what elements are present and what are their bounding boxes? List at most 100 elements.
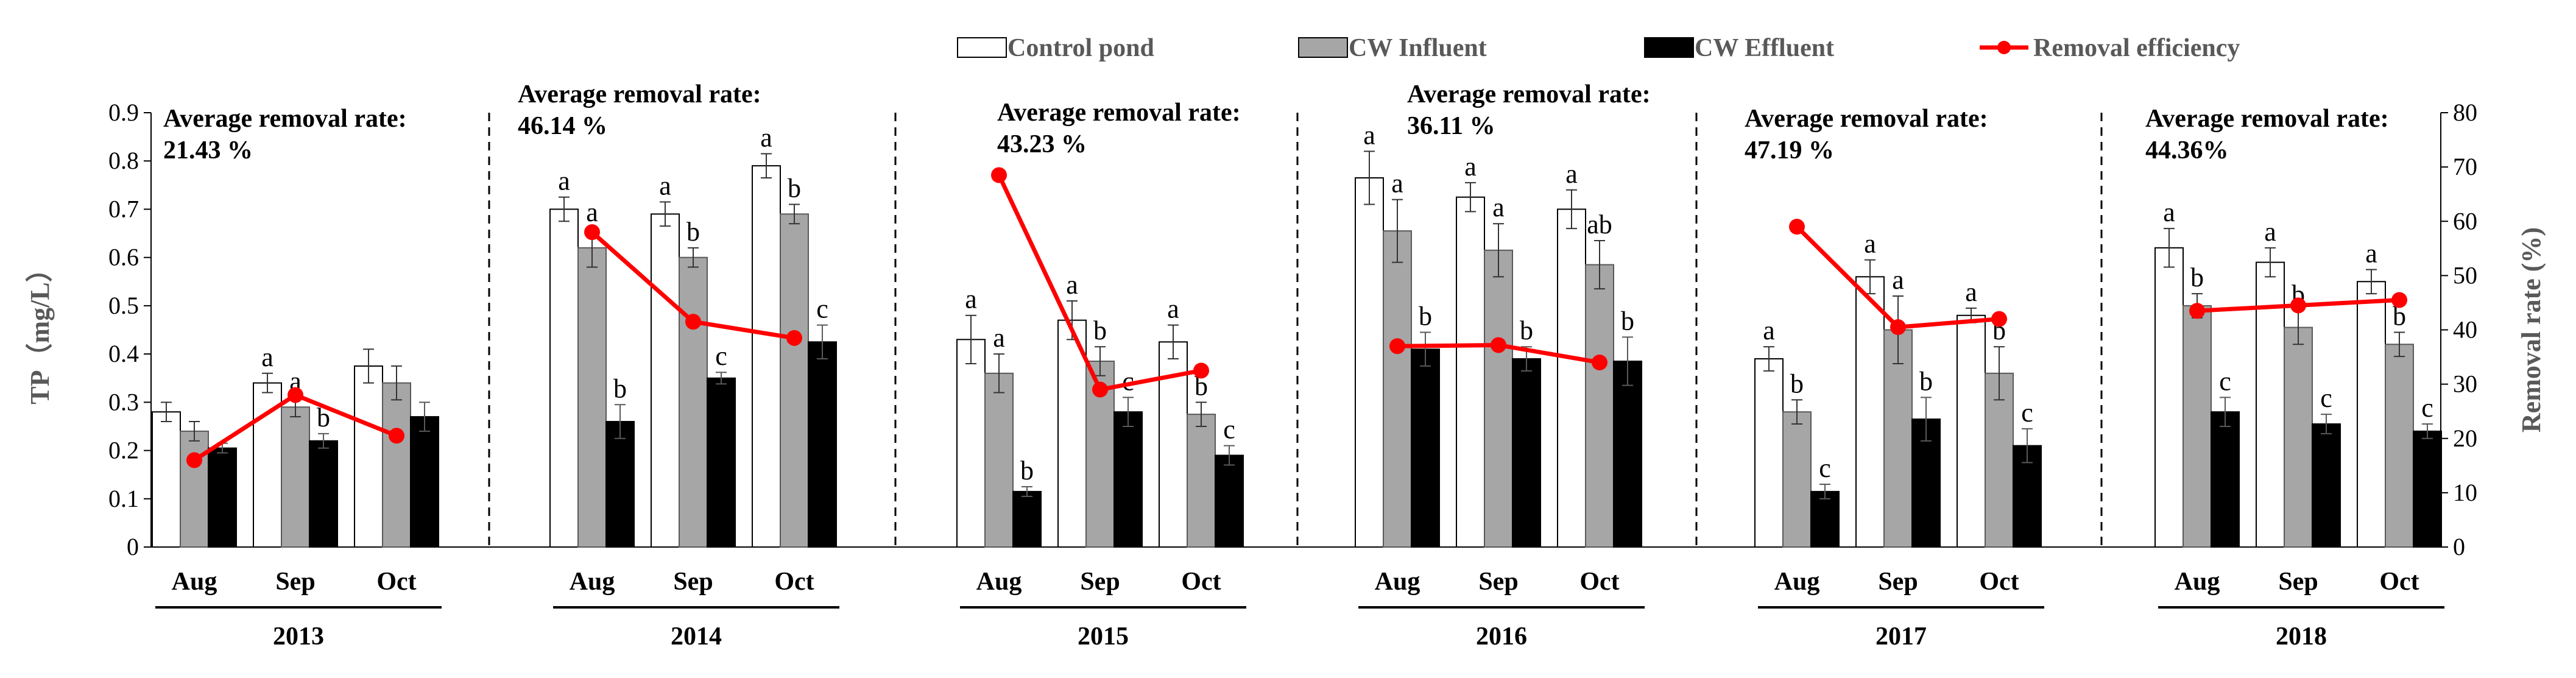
removal-point (1193, 362, 1209, 379)
significance-letter: b (317, 403, 330, 433)
bar-effluent (808, 341, 837, 548)
significance-letter: a (2264, 217, 2276, 247)
year-label: 2017 (1876, 623, 1927, 651)
month-label: Aug (2175, 568, 2220, 596)
bar-influent (577, 247, 607, 548)
bar-effluent (309, 440, 338, 548)
month-label: Sep (1080, 568, 1120, 596)
avg-removal-value: 36.11 % (1407, 112, 1495, 140)
significance-letter: b (2393, 301, 2406, 331)
month-label: Aug (172, 568, 217, 596)
removal-point (685, 314, 701, 330)
bar-influent (2183, 305, 2212, 548)
bar-influent (180, 430, 209, 548)
significance-letter: a (1391, 169, 1403, 199)
bar-influent (2284, 327, 2313, 548)
significance-letter: b (686, 217, 700, 247)
removal-point (288, 387, 303, 403)
bar-control (2256, 261, 2285, 548)
month-label: Aug (1375, 568, 1420, 596)
significance-letter: a (1864, 229, 1876, 259)
bar-effluent (208, 447, 237, 548)
month-label: Oct (1181, 568, 1221, 596)
significance-letter: b (2190, 263, 2204, 292)
significance-letter: b (1790, 369, 1804, 398)
bar-effluent (2413, 430, 2442, 548)
significance-letter: c (1223, 415, 1235, 445)
bar-influent (1484, 249, 1513, 548)
bar-control (1557, 208, 1586, 548)
y2-tick-label: 20 (2453, 425, 2477, 452)
significance-letter: a (965, 284, 977, 314)
avg-removal-label: Average removal rate: (1407, 80, 1651, 108)
significance-letter: a (760, 122, 772, 152)
month-label: Oct (2379, 568, 2419, 596)
significance-letter: a (993, 323, 1005, 353)
significance-letter: b (1520, 316, 1533, 345)
bar-influent (984, 372, 1014, 548)
avg-removal-value: 46.14 % (518, 112, 607, 140)
bar-effluent (1113, 411, 1143, 548)
significance-letter: a (261, 342, 273, 372)
avg-removal-label: Average removal rate: (2145, 105, 2389, 133)
avg-removal-value: 44.36% (2145, 136, 2229, 164)
month-label: Aug (1774, 568, 1820, 596)
avg-removal-value: 21.43 % (163, 136, 253, 164)
bar-control (152, 411, 181, 548)
month-label: Oct (376, 568, 416, 596)
bar-control (1355, 177, 1384, 548)
y2-tick-label: 0 (2453, 533, 2465, 560)
y2-axis-title: Removal rate (%) (2516, 227, 2546, 433)
significance-letter: a (659, 171, 671, 201)
legend-label: CW Effluent (1695, 34, 1834, 62)
avg-removal-value: 47.19 % (1745, 136, 1834, 164)
bar-influent (382, 382, 411, 548)
bar-effluent (1012, 490, 1042, 548)
bar-effluent (2312, 423, 2341, 548)
avg-removal-label: Average removal rate: (518, 80, 761, 108)
significance-letter: c (2320, 383, 2332, 413)
bar-effluent (605, 421, 635, 548)
month-label: Oct (1579, 568, 1619, 596)
bar-effluent (707, 377, 736, 548)
y-tick-label: 0.3 (108, 388, 139, 415)
legend-swatch (1644, 37, 1694, 58)
significance-letter: c (715, 341, 727, 371)
month-label: Sep (1478, 568, 1518, 596)
significance-letter: b (1194, 371, 1208, 401)
year-label: 2014 (671, 623, 722, 651)
significance-letter: c (2021, 398, 2033, 428)
avg-removal-value: 43.23 % (997, 130, 1087, 158)
year-label: 2013 (273, 623, 324, 651)
removal-point (2290, 297, 2306, 314)
legend-label: Control pond (1007, 34, 1154, 62)
significance-letter: b (1621, 306, 1634, 336)
significance-letter: a (1892, 265, 1904, 295)
bar-influent (1782, 411, 1812, 548)
bar-effluent (410, 416, 439, 548)
bar-effluent (1411, 348, 1440, 548)
significance-letter: a (2365, 238, 2377, 268)
month-label: Aug (976, 568, 1022, 596)
month-label: Oct (774, 568, 814, 596)
significance-letter: a (1066, 270, 1078, 300)
y-tick-label: 0.7 (108, 195, 139, 222)
y-tick-label: 0.2 (108, 437, 139, 464)
bar-influent (780, 213, 809, 548)
y-axis-title: TP（mg/L） (25, 255, 55, 404)
y2-tick-label: 30 (2453, 370, 2477, 398)
month-label: Aug (570, 568, 615, 596)
removal-point (1890, 319, 1906, 336)
y2-tick-label: 70 (2453, 153, 2477, 180)
bar-control (651, 213, 680, 548)
y-tick-label: 0.8 (108, 147, 139, 174)
bar-effluent (1215, 454, 1244, 548)
legend-label: Removal efficiency (2033, 34, 2240, 62)
bar-control (354, 365, 383, 548)
